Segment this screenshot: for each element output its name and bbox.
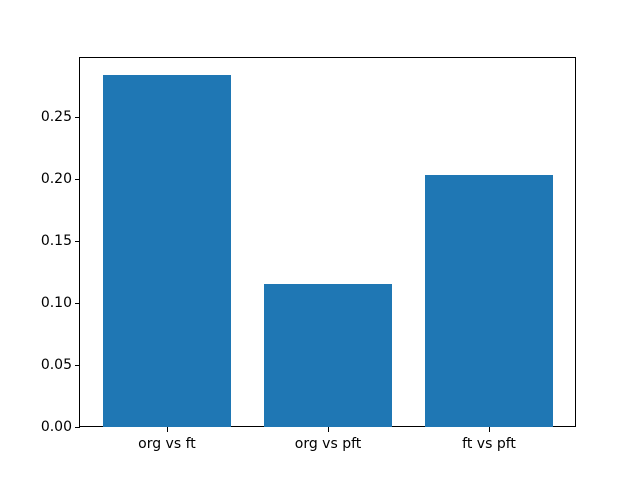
y-tick-mark [75, 427, 80, 428]
x-tick-label: ft vs pft [462, 436, 516, 452]
bar-ft-vs-pft [424, 175, 554, 427]
x-tick-label: org vs pft [294, 436, 362, 452]
x-tick-mark [328, 427, 329, 432]
y-tick-mark [75, 117, 80, 119]
y-tick-label: 0.20 [40, 171, 72, 188]
bar-org-vs-ft [102, 74, 232, 427]
y-tick-label: 0.15 [40, 233, 72, 249]
y-tick-label: 0.00 [40, 419, 72, 435]
bar-layer [80, 58, 576, 427]
y-tick-mark [75, 365, 80, 366]
x-tick-mark [166, 427, 168, 432]
y-tick-mark [75, 179, 80, 181]
y-tick-label: 0.25 [40, 109, 72, 126]
y-tick-mark [75, 241, 80, 242]
y-tick-mark [75, 303, 80, 304]
x-tick-mark [489, 427, 491, 432]
y-tick-label: 0.05 [40, 357, 72, 373]
y-tick-label: 0.10 [40, 295, 72, 311]
bar-org-vs-pft [263, 284, 393, 427]
x-tick-label: org vs ft [138, 436, 196, 452]
